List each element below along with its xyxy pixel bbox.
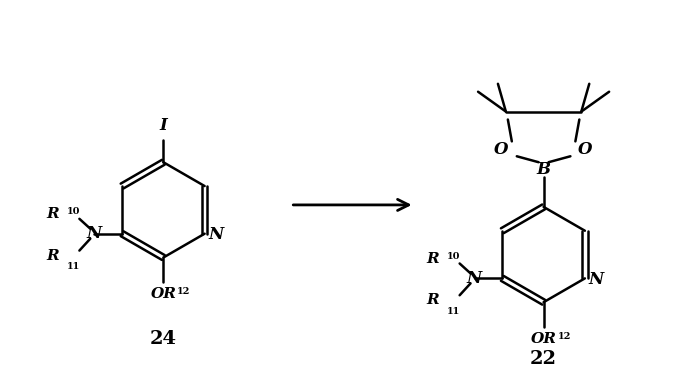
- Text: OR: OR: [531, 332, 556, 346]
- Text: 10: 10: [66, 207, 80, 216]
- Text: O: O: [578, 141, 593, 158]
- Text: 11: 11: [66, 262, 80, 271]
- Text: OR: OR: [150, 287, 176, 301]
- Text: N: N: [209, 226, 224, 243]
- Text: 24: 24: [150, 330, 177, 348]
- Text: R: R: [426, 293, 439, 307]
- Text: 12: 12: [557, 332, 571, 341]
- Text: 11: 11: [447, 307, 460, 316]
- Text: N: N: [589, 271, 604, 288]
- Text: O: O: [494, 141, 509, 158]
- Text: N: N: [467, 270, 482, 287]
- Text: 10: 10: [447, 252, 460, 261]
- Text: 12: 12: [177, 287, 190, 296]
- Text: R: R: [426, 252, 439, 266]
- Text: R: R: [46, 207, 59, 221]
- Text: N: N: [87, 225, 102, 242]
- Text: B: B: [537, 161, 551, 178]
- Text: 22: 22: [530, 350, 557, 368]
- Text: I: I: [160, 117, 167, 134]
- Text: R: R: [46, 249, 59, 262]
